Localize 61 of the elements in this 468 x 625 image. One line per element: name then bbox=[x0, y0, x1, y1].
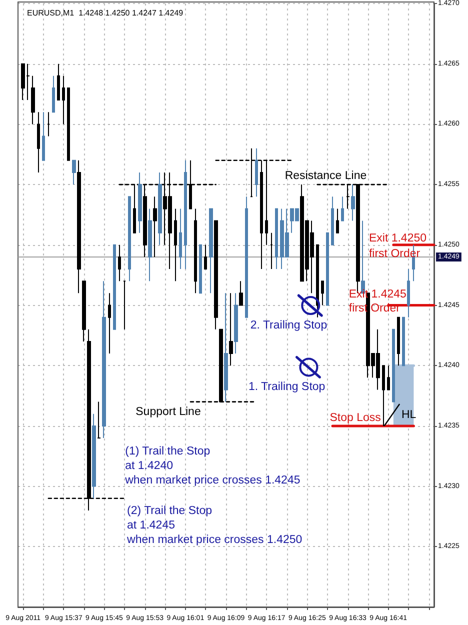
candlestick bbox=[138, 172, 142, 234]
annotation: Support Line bbox=[136, 406, 201, 418]
candlestick bbox=[245, 196, 248, 318]
candlestick bbox=[57, 63, 60, 101]
candlestick bbox=[42, 112, 45, 161]
candlestick bbox=[407, 268, 410, 318]
candlestick bbox=[382, 365, 385, 426]
candlestick bbox=[179, 208, 182, 270]
candlestick bbox=[224, 292, 228, 402]
candlestick bbox=[331, 196, 334, 246]
candlestick bbox=[128, 196, 131, 282]
candlestick bbox=[82, 280, 86, 342]
candlestick bbox=[108, 292, 111, 354]
candlestick bbox=[37, 112, 40, 173]
candlestick bbox=[341, 196, 344, 222]
candlestick bbox=[72, 160, 76, 186]
candlestick bbox=[123, 280, 126, 330]
candlestick bbox=[194, 208, 197, 294]
candlestick bbox=[174, 208, 177, 282]
candlestick bbox=[204, 244, 207, 270]
candlestick bbox=[275, 208, 278, 270]
candlestick bbox=[326, 232, 329, 306]
candlestick bbox=[321, 280, 324, 306]
candlestick bbox=[62, 75, 65, 125]
annotation: (2) Trail the Stop at 1.4245 when market price crosses 1.4250 bbox=[126, 504, 302, 546]
candlestick bbox=[392, 328, 395, 402]
candlestick bbox=[92, 413, 96, 499]
candlestick bbox=[52, 75, 55, 113]
candlestick bbox=[67, 87, 70, 161]
candlestick bbox=[184, 160, 187, 270]
candlestick bbox=[316, 244, 319, 318]
annotation: Resistance Line bbox=[284, 170, 367, 182]
candlestick bbox=[97, 401, 101, 439]
annotation: 2. Trailing Stop bbox=[250, 319, 328, 332]
annotation: HL bbox=[401, 408, 417, 421]
candlestick bbox=[113, 244, 116, 330]
candlestick bbox=[397, 316, 400, 366]
candlestick bbox=[336, 208, 339, 234]
candlestick bbox=[270, 232, 273, 270]
candlestick bbox=[102, 280, 106, 439]
annotation: 1. Trailing Stop bbox=[248, 381, 326, 394]
annotation: (1) Trail the Stop at 1.4240 when market price crosses 1.4245 bbox=[124, 446, 300, 487]
text: EURUSD,M1 1.4248 1.4250 1.4247 1.4249 bbox=[27, 8, 184, 18]
candlestick bbox=[229, 292, 233, 366]
candlestick bbox=[77, 160, 81, 294]
candlestick bbox=[118, 244, 121, 282]
candlestick bbox=[214, 220, 218, 330]
candlestick bbox=[402, 316, 405, 366]
candlestick bbox=[199, 244, 202, 294]
annotation: Stop Loss bbox=[330, 412, 382, 424]
candlestick bbox=[239, 280, 243, 306]
candlestick bbox=[31, 75, 35, 125]
candlestick bbox=[387, 365, 390, 390]
candlestick bbox=[351, 184, 355, 222]
candlestick bbox=[148, 208, 152, 282]
candlestick bbox=[47, 112, 50, 137]
candlestick bbox=[158, 172, 162, 246]
candlestick bbox=[209, 208, 213, 294]
candlestick bbox=[153, 196, 157, 258]
candlestick bbox=[234, 292, 238, 354]
candlestick bbox=[255, 148, 258, 198]
